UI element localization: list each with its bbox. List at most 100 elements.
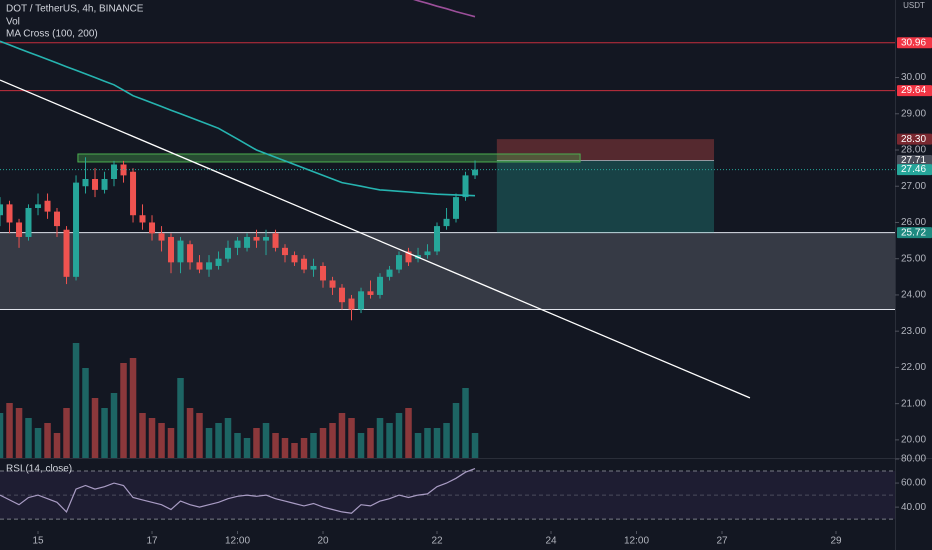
y-tick-label: 20.00 <box>901 435 926 446</box>
volume-bar <box>148 418 156 458</box>
candle-body <box>139 215 146 223</box>
candle-body <box>158 233 165 241</box>
rsi-tick-label: 40.00 <box>901 502 926 513</box>
candle-body <box>224 247 231 259</box>
price-badge-label: 30.96 <box>901 37 926 48</box>
rsi-tick-label: 80.00 <box>901 454 926 465</box>
candle-body <box>472 169 479 176</box>
candle-body <box>196 262 203 270</box>
candle-body <box>358 291 365 310</box>
volume-bar <box>462 388 469 458</box>
x-tick-label: 12:00 <box>225 536 250 547</box>
candle-body <box>53 211 60 227</box>
price-badge-label: 27.71 <box>901 155 926 166</box>
volume-bar <box>34 428 42 458</box>
volume-bar <box>291 443 298 458</box>
volume-bar <box>44 423 51 458</box>
candle-body <box>320 265 327 281</box>
volume-bar <box>158 423 165 458</box>
candle-body <box>348 298 355 310</box>
moving-average <box>0 40 476 197</box>
candle-body <box>452 197 459 219</box>
volume-bar <box>386 423 393 458</box>
volume-bar <box>310 433 317 458</box>
y-tick-label: 21.00 <box>901 398 926 409</box>
y-tick-label: 24.00 <box>901 290 926 301</box>
candle-body <box>272 233 279 248</box>
legend-ma: MA Cross (100, 200) <box>6 29 98 40</box>
candle-body <box>35 204 42 208</box>
x-tick-label: 20 <box>317 536 329 547</box>
candle-body <box>92 178 99 190</box>
candle-body <box>16 222 23 237</box>
volume-bar <box>329 423 336 458</box>
volume-bar <box>186 408 194 458</box>
y-tick-label: 23.00 <box>901 326 926 337</box>
candle-body <box>301 258 308 270</box>
volume-bar <box>272 433 279 458</box>
price-badge <box>897 155 932 167</box>
x-tick-label: 17 <box>146 536 158 547</box>
candle-body <box>82 178 89 187</box>
candle-body <box>44 200 51 212</box>
x-tick-label: 24 <box>545 536 557 547</box>
x-tick-label: 15 <box>32 536 44 547</box>
rsi-pane <box>0 468 895 520</box>
resistance-box <box>77 153 581 163</box>
volume-bar <box>224 418 232 458</box>
volume-bar <box>234 433 241 458</box>
volume-bar <box>414 433 422 458</box>
volume-bar <box>471 433 479 458</box>
legend-vol: Vol <box>6 17 20 28</box>
rsi-title: RSI (14, close) <box>6 464 72 475</box>
volume-bar <box>0 413 4 458</box>
candle-body <box>177 240 184 263</box>
y-tick-label: 29.00 <box>901 108 926 119</box>
candle-body <box>244 236 251 248</box>
candle-body <box>110 164 117 179</box>
candle-body <box>377 276 384 295</box>
candle-body <box>206 262 213 270</box>
candle-body <box>291 255 298 263</box>
price-badge <box>897 37 932 49</box>
candle-body <box>253 236 260 241</box>
rsi-line <box>0 468 476 514</box>
volume-bar <box>6 403 13 458</box>
volume-bar <box>139 413 146 458</box>
y-tick-label: 22.00 <box>901 362 926 373</box>
volume-bar <box>395 413 403 458</box>
volume-bar <box>281 438 289 458</box>
candle-body <box>395 255 402 270</box>
volume-bar <box>348 418 355 458</box>
candle-body <box>215 258 222 266</box>
volume-bar <box>357 433 365 458</box>
candle-body <box>405 251 412 263</box>
volume-bar <box>110 393 118 458</box>
volume-bar <box>82 368 89 458</box>
volume-bar <box>167 428 175 458</box>
stop-area <box>496 139 715 161</box>
volume-bar <box>262 423 270 458</box>
candle-body <box>281 247 288 256</box>
volume-bar <box>101 408 108 458</box>
volume-bar <box>72 343 80 458</box>
rsi-tick-label: 60.00 <box>901 478 926 489</box>
volume-bar <box>196 413 203 458</box>
currency: USDT <box>903 1 925 10</box>
y-tick-label: 25.00 <box>901 253 926 264</box>
candle-body <box>101 178 108 190</box>
candle-body <box>149 222 156 234</box>
candle-body <box>462 175 469 198</box>
candle-body <box>367 291 374 295</box>
volume-bar <box>63 408 70 458</box>
candle-body <box>386 269 393 277</box>
price-badge-label: 29.64 <box>901 85 926 96</box>
volume-bar <box>177 378 184 458</box>
volume-bar <box>405 408 412 458</box>
trendline <box>0 79 751 399</box>
symbol-title: DOT / TetherUS, 4h, BINANCE <box>6 4 144 15</box>
price-badge <box>897 164 932 176</box>
volume-bar <box>300 438 308 458</box>
